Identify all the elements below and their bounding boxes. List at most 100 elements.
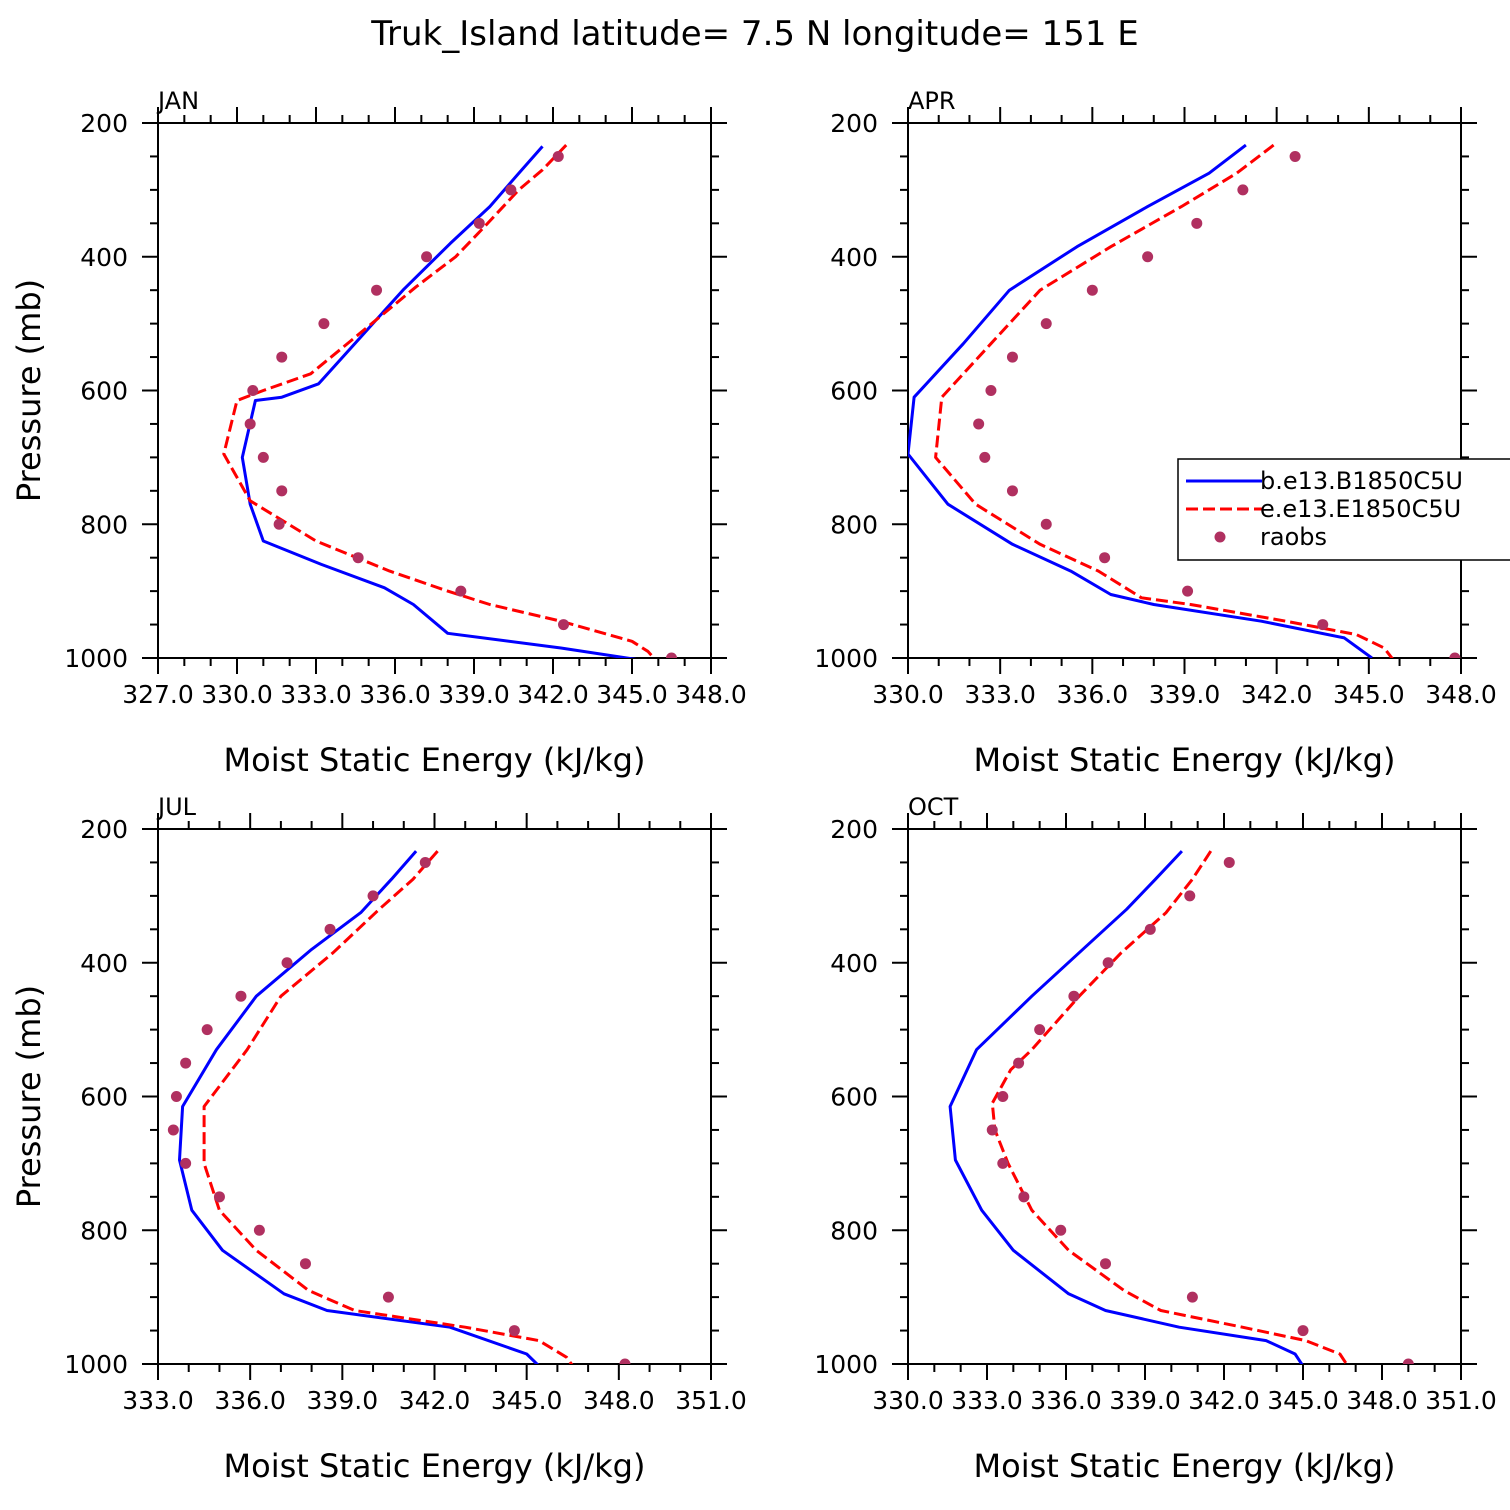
raobs-point	[281, 957, 293, 969]
x-tick-label: 342.0	[517, 680, 589, 709]
raobs-point	[276, 351, 288, 363]
data-layer	[222, 144, 677, 658]
y-tick-label: 200	[80, 815, 128, 844]
raobs-point	[986, 1124, 998, 1136]
panel-oct: OCT 330.0 333.0 336.0 339.0 342.0 345.0 348.0 35…	[814, 793, 1496, 1485]
raobs-point	[257, 451, 269, 463]
raobs-point	[367, 890, 379, 902]
raobs-point	[371, 284, 383, 296]
y-tick-label: 800	[80, 510, 128, 539]
raobs-point	[552, 150, 564, 162]
raobs-point	[1223, 856, 1235, 868]
x-tick-label: 351.0	[1425, 1386, 1497, 1415]
data-layer	[167, 850, 631, 1364]
y-tick-label: 800	[830, 1216, 878, 1245]
raobs-point	[1184, 890, 1196, 902]
raobs-point	[253, 1224, 265, 1236]
panel-apr: APR 330.0 333.0 336.0 339.0 342.0 345.0 348.0 20…	[814, 87, 1496, 779]
raobs-point	[180, 1157, 192, 1169]
x-tick-label: 336.0	[359, 680, 431, 709]
raobs-point	[352, 552, 364, 564]
panel-jul: JUL 333.0 336.0 339.0 342.0 345.0 348.0 351.0 20…	[10, 793, 747, 1485]
raobs-point	[979, 451, 991, 463]
raobs-point	[180, 1057, 192, 1069]
series-line-e-e13-e1850c5u	[202, 850, 574, 1364]
y-tick-label: 600	[830, 1083, 878, 1112]
raobs-point	[1006, 351, 1018, 363]
data-layer	[948, 850, 1414, 1364]
raobs-point	[318, 318, 330, 330]
series-line-b-e13-b1850c5u	[948, 850, 1304, 1364]
raobs-point	[247, 385, 259, 396]
y-axis-title: Pressure (mb)	[10, 279, 48, 502]
x-tick-label: 345.0	[596, 680, 668, 709]
panel-label: JAN	[156, 87, 199, 115]
x-tick-label: 342.0	[399, 1386, 471, 1415]
x-tick-label: 345.0	[1333, 680, 1405, 709]
x-tick-label: 339.0	[1149, 680, 1221, 709]
raobs-point	[170, 1091, 182, 1102]
raobs-point	[201, 1024, 213, 1036]
raobs-point	[1449, 652, 1461, 658]
y-tick-label: 1000	[814, 1350, 878, 1379]
raobs-point	[235, 990, 247, 1002]
raobs-point	[299, 1258, 311, 1270]
x-tick-label: 333.0	[280, 680, 352, 709]
y-tick-label: 800	[80, 1216, 128, 1245]
series-line-e-e13-e1850c5u	[934, 143, 1394, 658]
raobs-point	[1142, 251, 1154, 263]
raobs-point	[973, 418, 985, 430]
raobs-point	[1100, 1258, 1111, 1270]
x-tick-label: 339.0	[307, 1386, 379, 1415]
raobs-point	[1144, 923, 1156, 935]
raobs-point	[1086, 284, 1098, 296]
y-tick-label: 600	[80, 377, 128, 406]
x-tick-label: 348.0	[583, 1386, 655, 1415]
raobs-point	[997, 1091, 1009, 1102]
raobs-point	[1055, 1224, 1067, 1236]
y-tick-label: 1000	[64, 1350, 128, 1379]
x-tick-label: 336.0	[214, 1386, 286, 1415]
x-tick-label: 348.0	[1346, 1386, 1418, 1415]
y-tick-label: 1000	[64, 644, 128, 673]
raobs-point	[1237, 184, 1249, 196]
x-axis-title: Moist Static Energy (kJ/kg)	[974, 741, 1396, 779]
x-tick-label: 327.0	[122, 680, 194, 709]
x-tick-label: 339.0	[438, 680, 510, 709]
x-tick-label: 348.0	[1425, 680, 1497, 709]
raobs-point	[1018, 1191, 1030, 1203]
raobs-point	[985, 385, 997, 396]
x-axis-title: Moist Static Energy (kJ/kg)	[224, 1447, 646, 1485]
raobs-point	[473, 217, 485, 229]
x-tick-label: 333.0	[122, 1386, 194, 1415]
panel-jan: JAN 327.0 330.0 333.0 336.0 339.0 342.0 345.0 34…	[10, 87, 747, 779]
series-line-b-e13-b1850c5u	[240, 145, 637, 658]
raobs-point	[558, 619, 570, 631]
x-tick-label: 345.0	[491, 1386, 563, 1415]
y-tick-label: 200	[80, 109, 128, 138]
y-tick-label: 1000	[814, 644, 878, 673]
panel-label: OCT	[908, 793, 959, 821]
raobs-point	[276, 485, 288, 497]
raobs-point	[273, 518, 285, 530]
raobs-point	[213, 1191, 225, 1203]
raobs-point	[1102, 957, 1114, 969]
raobs-point	[1099, 552, 1111, 564]
x-tick-label: 330.0	[872, 680, 944, 709]
y-tick-label: 600	[80, 1083, 128, 1112]
raobs-point	[1317, 619, 1329, 631]
raobs-point	[1191, 217, 1203, 229]
plot-frame	[907, 828, 1462, 1365]
y-tick-label: 400	[80, 243, 128, 272]
x-tick-label: 336.0	[1057, 680, 1129, 709]
raobs-point	[666, 652, 677, 658]
y-tick-label: 200	[830, 815, 878, 844]
x-tick-label: 345.0	[1267, 1386, 1339, 1415]
series-line-e-e13-e1850c5u	[222, 144, 656, 658]
y-tick-label: 200	[830, 109, 878, 138]
raobs-point	[1068, 990, 1080, 1002]
raobs-point	[244, 418, 256, 430]
series-line-b-e13-b1850c5u	[908, 143, 1373, 658]
